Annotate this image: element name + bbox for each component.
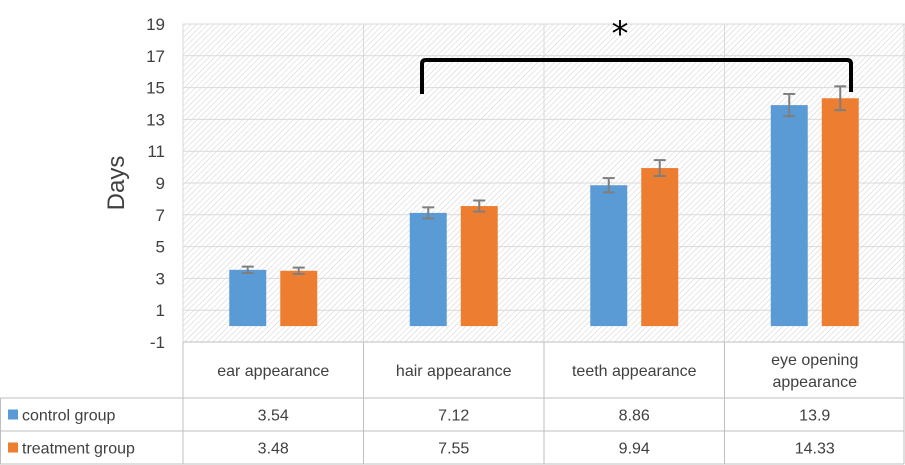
y-tick-label: -1 [150,333,165,352]
error-bar [834,85,847,112]
category-label: ear appearance [217,363,329,380]
y-tick-label: 19 [146,15,165,34]
error-bar [473,199,486,213]
category-label: hair appearance [396,363,512,380]
error-bar [292,266,305,275]
error-bar [241,265,254,274]
data-label: 7.12 [438,408,469,425]
bar-treatment [641,168,679,327]
error-bar [783,92,796,118]
bars [229,98,859,327]
error-bar [653,159,666,178]
data-label: 3.48 [258,441,289,458]
bar-control [409,212,447,327]
bar-control [590,185,628,327]
y-tick-label: 17 [146,47,165,66]
data-label: 14.33 [795,441,835,458]
y-tick-label: 5 [156,238,165,257]
y-tick-label: 11 [147,142,165,161]
error-bars [241,85,847,275]
y-tick-label: 1 [156,301,165,320]
legend-swatch [8,442,18,453]
category-label: appearance [772,374,857,391]
legend-label: control group [22,408,115,425]
category-label: eye opening [771,352,858,369]
y-tick-label: 15 [146,79,165,98]
data-label: 7.55 [438,441,469,458]
bar-control [770,105,808,327]
bar-treatment [280,270,318,327]
data-label: 3.54 [258,408,289,425]
bar-control [229,269,267,327]
bar-treatment [460,206,498,327]
y-tick-label: 7 [156,206,165,225]
y-tick-label: 9 [156,174,165,193]
data-label: 8.86 [619,408,650,425]
data-label: 13.9 [799,408,830,425]
data-label: 9.94 [619,441,650,458]
category-label: teeth appearance [572,363,697,380]
significance-bracket [420,58,853,94]
y-axis-label: Days [103,156,130,211]
data-table: ear appearance hair appearance teeth appea… [0,341,905,465]
bar-treatment [821,98,859,327]
y-tick-label: 13 [146,110,165,129]
legend-swatch [8,409,18,420]
error-bar [602,177,615,194]
significance-asterisk: * [612,14,629,54]
legend-label: treatment group [22,441,135,458]
y-tick-label: 3 [156,269,165,288]
error-bar [422,206,435,220]
